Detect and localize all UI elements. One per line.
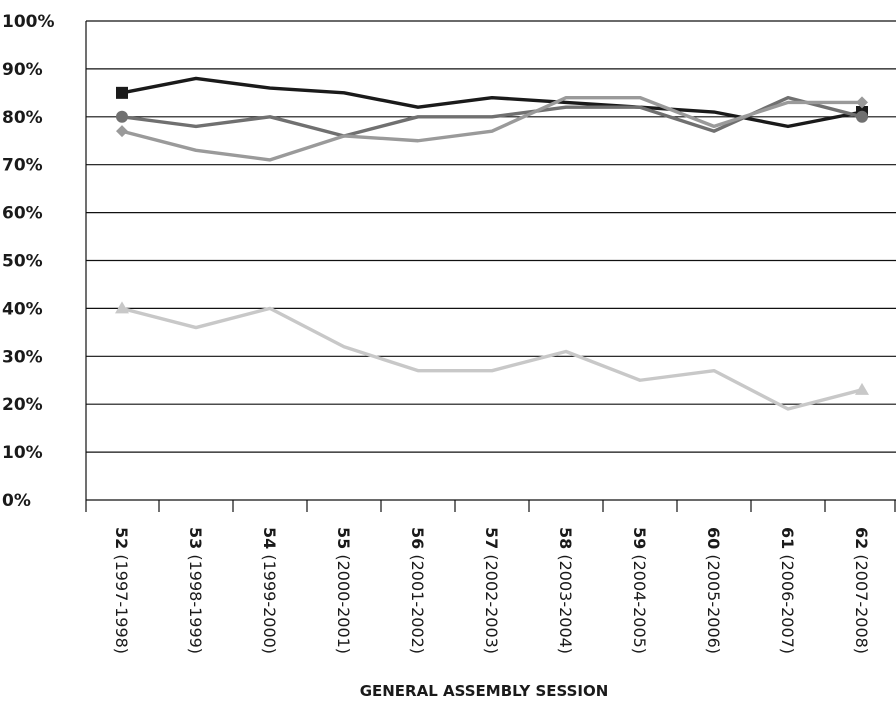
x-tick-label: 60 (2005-2006) [704,527,723,654]
session-number: 54 [260,527,279,549]
session-years: (2005-2006) [704,549,723,654]
x-axis-title: GENERAL ASSEMBLY SESSION [360,682,609,700]
x-tick-label: 57 (2002-2003) [482,527,501,654]
series-4 [115,301,869,411]
x-tick-label: 52 (1997-1998) [112,527,131,654]
x-tick-label: 62 (2007-2008) [852,527,871,654]
series-line [121,95,862,162]
session-years: (2000-2001) [334,549,353,654]
x-axis: 52 (1997-1998) 53 (1998-1999) 54 (1999-200… [112,500,896,654]
session-years: (1999-2000) [260,549,279,654]
series-marker [116,86,128,99]
y-tick-label: 80% [2,108,43,128]
series-marker [855,382,869,395]
session-number: 52 [112,527,131,549]
y-tick-label: 70% [2,156,43,176]
session-years: (2006-2007) [778,549,797,654]
y-tick-label: 100% [2,12,55,32]
session-years: (2001-2002) [408,549,427,654]
session-number: 60 [704,527,723,549]
gridlines [85,20,896,512]
x-tick-label: 58 (2003-2004) [556,527,575,654]
series-1 [116,76,868,129]
session-years: (1997-1998) [112,549,131,654]
session-years: (2003-2004) [556,549,575,654]
session-number: 59 [630,527,649,549]
y-tick-label: 30% [2,347,43,367]
series-lines [115,76,869,411]
y-tick-label: 20% [2,395,43,415]
x-tick-label: 53 (1998-1999) [186,527,205,654]
session-years: (1998-1999) [186,549,205,654]
session-number: 62 [852,527,871,549]
session-number: 53 [186,527,205,549]
session-years: (2002-2003) [482,549,501,654]
series-marker [115,301,129,314]
x-tick-label: 61 (2006-2007) [778,527,797,654]
y-tick-label: 40% [2,299,43,319]
series-line [121,76,863,129]
series-marker [856,96,868,109]
y-tick-label: 10% [2,443,43,463]
session-number: 58 [556,527,575,549]
session-number: 55 [334,527,353,549]
y-tick-label: 60% [2,204,43,224]
session-number: 56 [408,527,427,549]
x-tick-label: 59 (2004-2005) [630,527,649,654]
x-tick-label: 54 (1999-2000) [260,527,279,654]
series-marker [116,125,128,138]
session-years: (2004-2005) [630,549,649,654]
series-marker [856,110,868,123]
session-number: 57 [482,527,501,549]
series-line [121,306,863,411]
y-tick-label: 50% [2,252,43,272]
x-tick-label: 55 (2000-2001) [334,527,353,654]
y-axis-tick-labels: 0% 10% 20% 30% 40% 50% 60% 70% 80% 90% 100% [2,12,55,511]
y-tick-label: 90% [2,60,43,80]
series-marker [116,110,128,123]
y-tick-label: 0% [2,491,31,511]
x-tick-label: 56 (2001-2002) [408,527,427,654]
session-number: 61 [778,527,797,549]
session-years: (2007-2008) [852,549,871,654]
series-3 [116,95,868,162]
